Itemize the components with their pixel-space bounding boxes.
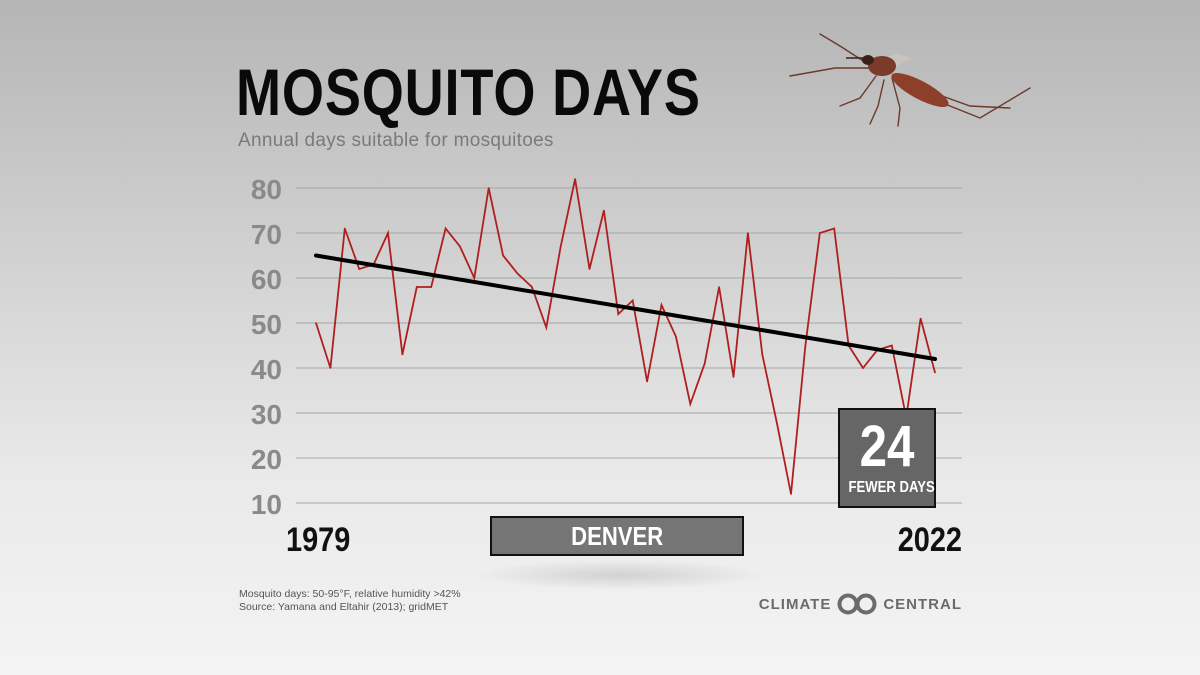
data-point-2015	[833, 227, 836, 230]
location-label: DENVER	[490, 516, 744, 556]
y-tick-label-10: 10	[251, 489, 282, 520]
data-point-2010	[761, 353, 764, 356]
data-point-1989	[459, 245, 461, 248]
location-text: DENVER	[570, 521, 664, 551]
y-tick-label-70: 70	[251, 219, 282, 250]
data-point-2004	[675, 335, 677, 338]
data-point-1996	[559, 245, 562, 248]
data-point-1994	[531, 286, 533, 288]
data-point-1984	[387, 232, 389, 234]
change-label: FEWER DAYS	[848, 479, 935, 496]
chart-title: MOSQUITO DAYS	[236, 55, 701, 129]
y-tick-label-50: 50	[251, 309, 282, 340]
data-point-1997	[574, 178, 576, 180]
data-point-2019	[891, 344, 893, 347]
data-point-2009	[747, 232, 749, 234]
y-tick-label-40: 40	[251, 354, 282, 385]
y-tick-label-30: 30	[251, 399, 282, 430]
data-point-1979	[315, 322, 317, 324]
data-point-1988	[444, 227, 447, 230]
data-point-1981	[343, 227, 346, 230]
footnotes: Mosquito days: 50-95°F, relative humidit…	[239, 588, 461, 614]
data-point-2008	[732, 376, 735, 378]
data-point-1998	[588, 268, 591, 270]
data-point-1991	[487, 187, 490, 189]
data-point-2017	[862, 367, 864, 369]
data-point-2006	[703, 362, 706, 365]
trend-line	[314, 253, 937, 361]
location-box-shadow	[470, 560, 770, 590]
climate-central-logo-icon	[837, 593, 877, 615]
data-point-2014	[819, 232, 821, 234]
data-point-1985	[401, 353, 404, 356]
data-point-2011	[775, 421, 778, 423]
data-point-2002	[646, 380, 648, 383]
change-callout: 24 FEWER DAYS	[838, 408, 936, 508]
data-point-1986	[415, 286, 418, 288]
climate-central-logo: CLIMATE CENTRAL	[758, 592, 962, 616]
data-point-1993	[516, 272, 519, 275]
data-point-1980	[329, 367, 332, 369]
chart-subtitle: Annual days suitable for mosquitoes	[238, 130, 554, 151]
mosquito-illustration	[789, 33, 1031, 127]
data-point-1992	[502, 254, 504, 257]
data-point-2000	[617, 313, 620, 315]
data-point-2022	[934, 371, 936, 374]
data-point-1987	[430, 286, 432, 288]
change-value: 24	[859, 414, 915, 479]
data-point-1995	[545, 326, 548, 329]
data-point-2003	[660, 304, 663, 306]
data-point-1982	[358, 268, 360, 270]
x-axis-start-label: 1979	[286, 521, 351, 559]
y-tick-label-20: 20	[251, 444, 282, 475]
data-point-2005	[689, 403, 692, 405]
data-point-2001	[631, 299, 634, 302]
data-point-2012	[790, 493, 792, 495]
data-point-1990	[473, 277, 476, 279]
data-point-2021	[919, 317, 922, 320]
brand-right-text: CENTRAL	[883, 595, 962, 613]
source-note: Source: Yamana and Eltahir (2013); gridM…	[239, 601, 449, 613]
brand-left-text: CLIMATE	[758, 595, 832, 613]
y-tick-label-60: 60	[251, 264, 282, 295]
data-point-2013	[804, 344, 807, 347]
x-axis-end-label: 2022	[897, 521, 962, 559]
definition-note: Mosquito days: 50-95°F, relative humidit…	[239, 588, 461, 600]
y-tick-label-80: 80	[251, 174, 282, 205]
data-point-2007	[718, 286, 720, 288]
data-point-1999	[603, 209, 605, 212]
